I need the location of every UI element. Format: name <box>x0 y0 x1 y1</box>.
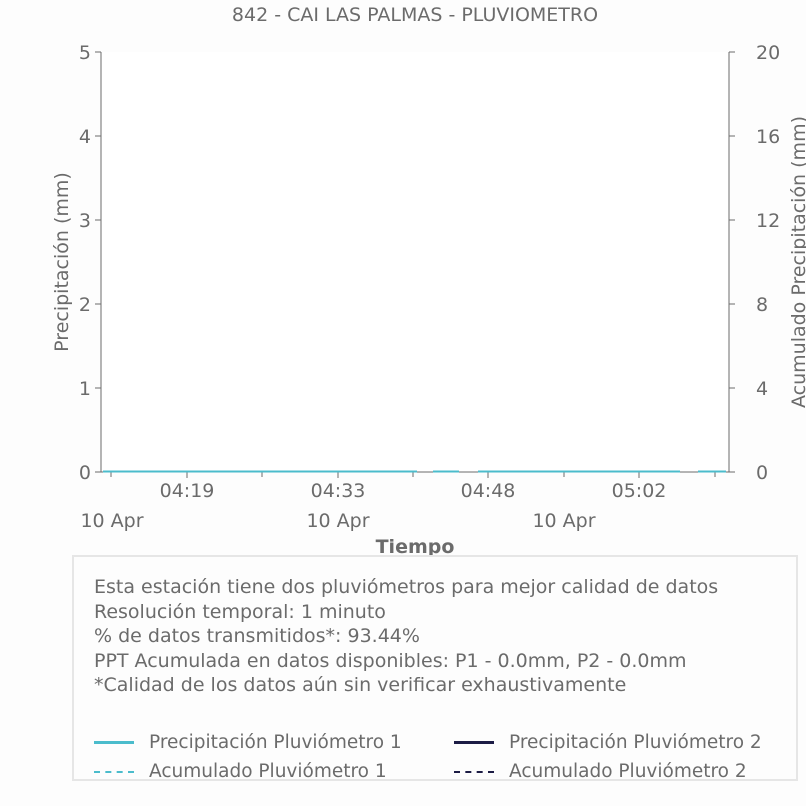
note-line: *Calidad de los datos aún sin verificar … <box>94 674 627 696</box>
y-tick-label: 4 <box>79 126 91 148</box>
y2-tick-label: 0 <box>756 462 768 484</box>
legend-box: Esta estación tiene dos pluviómetros par… <box>72 555 798 782</box>
x-tick-time-label: 04:33 <box>311 480 366 502</box>
y-tick-label: 0 <box>79 462 91 484</box>
y-axis-label: Precipitación (mm) <box>51 172 73 352</box>
x-tick-date-label: 10 Apr <box>306 510 369 532</box>
legend-item: Acumulado Pluviómetro 1 <box>94 761 387 782</box>
legend-item: Acumulado Pluviómetro 2 <box>454 761 747 782</box>
legend-item: Precipitación Pluviómetro 1 <box>94 732 402 753</box>
chart-title: 842 - CAI LAS PALMAS - PLUVIOMETRO <box>232 4 598 26</box>
x-tick-date-label: 10 Apr <box>80 510 143 532</box>
y-tick-label: 3 <box>79 210 91 232</box>
legend-swatch-dashed-navy <box>454 770 494 773</box>
chart: 842 - CAI LAS PALMAS - PLUVIOMETRO 01234… <box>51 4 806 558</box>
legend-swatch-solid-navy <box>454 741 494 744</box>
legend-label: Acumulado Pluviómetro 2 <box>509 761 747 782</box>
y2-tick-label: 8 <box>756 294 768 316</box>
note-line: Esta estación tiene dos pluviómetros par… <box>94 576 719 598</box>
note-line: PPT Acumulada en datos disponibles: P1 -… <box>94 649 687 672</box>
x-tick-time-label: 04:48 <box>461 480 516 502</box>
x-tick-time-label: 04:19 <box>160 480 215 502</box>
note-line: % de datos transmitidos*: 93.44% <box>94 625 420 647</box>
x-tick-time-label: 05:02 <box>612 480 667 502</box>
note-line: Resolución temporal: 1 minuto <box>94 600 386 623</box>
x-axis-label: Tiempo <box>376 536 455 558</box>
legend-label: Acumulado Pluviómetro 1 <box>149 761 387 782</box>
notes: Esta estación tiene dos pluviómetros par… <box>94 575 718 698</box>
y-tick-label: 1 <box>79 378 91 400</box>
y2-tick-label: 12 <box>756 210 780 232</box>
y-tick-label: 2 <box>79 294 91 316</box>
y2-tick-label: 16 <box>756 126 780 148</box>
legend-swatch-dashed-cyan <box>94 770 134 773</box>
legend-label: Precipitación Pluviómetro 2 <box>509 732 762 753</box>
y2-tick-label: 4 <box>756 378 768 400</box>
y2-tick-label: 20 <box>756 42 780 64</box>
legend-swatch-solid-cyan <box>94 741 134 744</box>
x-tick-date-label: 10 Apr <box>532 510 595 532</box>
legend-label: Precipitación Pluviómetro 1 <box>149 732 402 753</box>
y2-axis-label: Acumulado Precipitación (mm) <box>788 116 806 408</box>
y-tick-label: 5 <box>79 42 91 64</box>
legend-item: Precipitación Pluviómetro 2 <box>454 732 762 753</box>
plot-area <box>101 52 729 472</box>
